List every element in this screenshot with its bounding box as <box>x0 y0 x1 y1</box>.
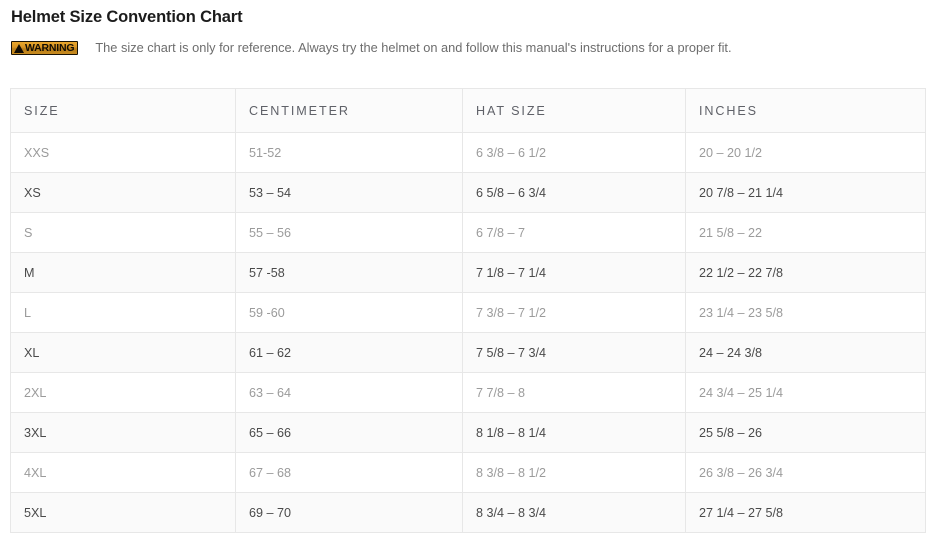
cell-size: XS <box>10 172 236 213</box>
cell-hat-size: 6 7/8 – 7 <box>462 212 686 253</box>
column-header-centimeter: CENTIMETER <box>235 88 463 133</box>
cell-inches: 26 3/8 – 26 3/4 <box>685 452 926 493</box>
table-row: S 55 – 56 6 7/8 – 7 21 5/8 – 22 <box>10 212 926 253</box>
column-header-size: SIZE <box>10 88 236 133</box>
cell-size: M <box>10 252 236 293</box>
cell-inches: 27 1/4 – 27 5/8 <box>685 492 926 533</box>
cell-size: XXS <box>10 132 236 173</box>
cell-centimeter: 63 – 64 <box>235 372 463 413</box>
column-header-inches: INCHES <box>685 88 926 133</box>
cell-inches: 25 5/8 – 26 <box>685 412 926 453</box>
cell-inches: 21 5/8 – 22 <box>685 212 926 253</box>
cell-hat-size: 8 1/8 – 8 1/4 <box>462 412 686 453</box>
column-header-hat-size: HAT SIZE <box>462 88 686 133</box>
cell-centimeter: 65 – 66 <box>235 412 463 453</box>
table-row: M 57 -58 7 1/8 – 7 1/4 22 1/2 – 22 7/8 <box>10 252 926 293</box>
table-row: 4XL 67 – 68 8 3/8 – 8 1/2 26 3/8 – 26 3/4 <box>10 452 926 493</box>
table-row: 5XL 69 – 70 8 3/4 – 8 3/4 27 1/4 – 27 5/8 <box>10 492 926 533</box>
size-table-container: SIZE CENTIMETER HAT SIZE INCHES XXS 51-52… <box>10 88 926 533</box>
warning-notice: WARNING The size chart is only for refer… <box>0 27 935 56</box>
table-header-row: SIZE CENTIMETER HAT SIZE INCHES <box>10 88 926 133</box>
table-row: XS 53 – 54 6 5/8 – 6 3/4 20 7/8 – 21 1/4 <box>10 172 926 213</box>
page-title: Helmet Size Convention Chart <box>11 8 243 26</box>
cell-inches: 24 3/4 – 25 1/4 <box>685 372 926 413</box>
warning-notice-text: The size chart is only for reference. Al… <box>95 40 732 55</box>
cell-centimeter: 69 – 70 <box>235 492 463 533</box>
cell-size: 4XL <box>10 452 236 493</box>
warning-triangle-icon <box>14 43 24 53</box>
cell-centimeter: 51-52 <box>235 132 463 173</box>
cell-hat-size: 8 3/8 – 8 1/2 <box>462 452 686 493</box>
size-table-body: XXS 51-52 6 3/8 – 6 1/2 20 – 20 1/2 XS 53 – 5… <box>10 132 926 533</box>
table-row: L 59 -60 7 3/8 – 7 1/2 23 1/4 – 23 5/8 <box>10 292 926 333</box>
warning-badge: WARNING <box>11 41 79 55</box>
cell-centimeter: 53 – 54 <box>235 172 463 213</box>
cell-inches: 22 1/2 – 22 7/8 <box>685 252 926 293</box>
cell-inches: 20 7/8 – 21 1/4 <box>685 172 926 213</box>
cell-size: 3XL <box>10 412 236 453</box>
cell-size: 2XL <box>10 372 236 413</box>
cell-size: XL <box>10 332 236 373</box>
cell-size: S <box>10 212 236 253</box>
cell-inches: 20 – 20 1/2 <box>685 132 926 173</box>
cell-centimeter: 67 – 68 <box>235 452 463 493</box>
cell-size: L <box>10 292 236 333</box>
cell-hat-size: 6 5/8 – 6 3/4 <box>462 172 686 213</box>
table-row: 3XL 65 – 66 8 1/8 – 8 1/4 25 5/8 – 26 <box>10 412 926 453</box>
table-row: XL 61 – 62 7 5/8 – 7 3/4 24 – 24 3/8 <box>10 332 926 373</box>
cell-centimeter: 57 -58 <box>235 252 463 293</box>
cell-size: 5XL <box>10 492 236 533</box>
cell-hat-size: 7 5/8 – 7 3/4 <box>462 332 686 373</box>
warning-badge-label: WARNING <box>25 41 75 54</box>
cell-centimeter: 61 – 62 <box>235 332 463 373</box>
cell-hat-size: 7 1/8 – 7 1/4 <box>462 252 686 293</box>
cell-hat-size: 7 7/8 – 8 <box>462 372 686 413</box>
cell-inches: 24 – 24 3/8 <box>685 332 926 373</box>
table-row: 2XL 63 – 64 7 7/8 – 8 24 3/4 – 25 1/4 <box>10 372 926 413</box>
cell-inches: 23 1/4 – 23 5/8 <box>685 292 926 333</box>
cell-hat-size: 8 3/4 – 8 3/4 <box>462 492 686 533</box>
cell-centimeter: 59 -60 <box>235 292 463 333</box>
cell-centimeter: 55 – 56 <box>235 212 463 253</box>
size-table: SIZE CENTIMETER HAT SIZE INCHES XXS 51-52… <box>10 88 926 533</box>
cell-hat-size: 6 3/8 – 6 1/2 <box>462 132 686 173</box>
cell-hat-size: 7 3/8 – 7 1/2 <box>462 292 686 333</box>
table-row: XXS 51-52 6 3/8 – 6 1/2 20 – 20 1/2 <box>10 132 926 173</box>
